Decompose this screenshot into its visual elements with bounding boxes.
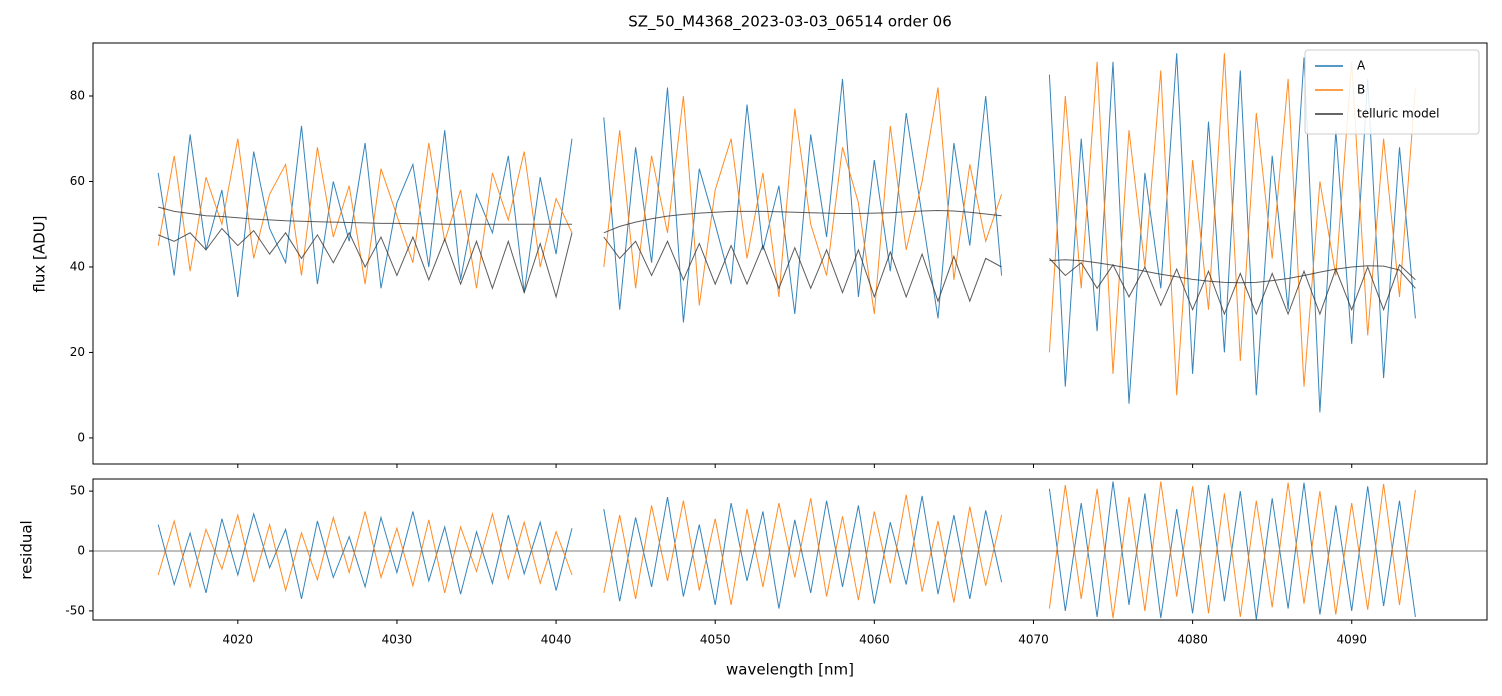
y-tick-label: -50	[65, 603, 85, 617]
y-tick-label: 80	[70, 88, 85, 102]
x-axis-label: wavelength [nm]	[726, 661, 854, 679]
x-tick-label: 4090	[1336, 633, 1367, 647]
x-tick-label: 4050	[700, 633, 731, 647]
series-line	[158, 227, 1416, 316]
x-tick-label: 4070	[1018, 633, 1049, 647]
y-tick-label: 20	[70, 345, 85, 359]
axes-frame	[92, 42, 1488, 465]
y-tick-label: 0	[77, 543, 85, 557]
x-tick-label: 4020	[223, 633, 254, 647]
plot-area	[157, 53, 1416, 413]
series-line	[158, 206, 1416, 289]
legend-label: B	[1357, 83, 1365, 97]
plot-area	[157, 481, 1416, 620]
y-tick-label: 50	[70, 484, 85, 498]
series-line	[157, 53, 1416, 396]
legend-label: telluric model	[1357, 107, 1439, 121]
series-line	[157, 481, 1416, 619]
x-tick-label: 4080	[1177, 633, 1208, 647]
y-tick-label: 0	[77, 430, 85, 444]
y-tick-label: 60	[70, 174, 85, 188]
x-tick-label: 4030	[382, 633, 413, 647]
axes-frame	[92, 478, 1488, 621]
series-line	[157, 481, 1416, 620]
y-axis-label: flux [ADU]	[31, 215, 49, 292]
legend-box	[1304, 49, 1480, 135]
y-tick-label: 40	[70, 259, 85, 273]
y-axis-label: residual	[18, 520, 36, 579]
chart-title: SZ_50_M4368_2023-03-03_06514 order 06	[628, 13, 952, 32]
legend-label: A	[1357, 59, 1366, 73]
x-tick-label: 4040	[541, 633, 572, 647]
x-tick-label: 4060	[859, 633, 890, 647]
